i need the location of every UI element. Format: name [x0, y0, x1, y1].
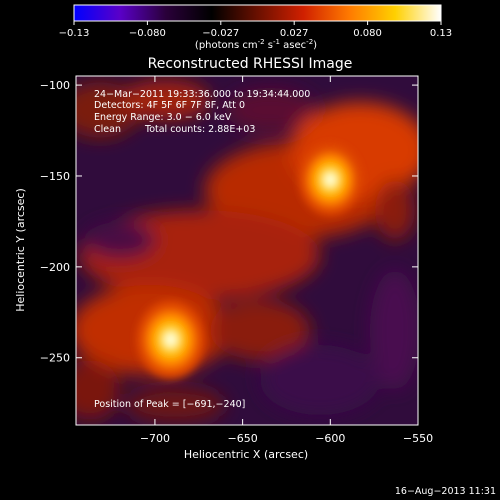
plot-frame — [75, 75, 419, 426]
annotation-energy: Energy Range: 3.0 − 6.0 keV — [94, 112, 232, 123]
heatmap-source-layer — [136, 143, 362, 379]
colorbar: −0.13 −0.080 −0.027 0.027 0.080 0.13 (photons… — [59, 4, 452, 51]
heatmap-diffuse-layer — [76, 80, 418, 423]
colorbar-ticks: −0.13 −0.080 −0.027 0.027 0.080 0.13 — [59, 21, 452, 39]
y-axis: −100 −150 −200 −250 — [40, 79, 418, 365]
annotation-method: Clean — [94, 124, 121, 135]
annotation-counts: Total counts: 2.88E+03 — [144, 124, 255, 135]
colorbar-tick-label: 0.13 — [430, 28, 452, 39]
annotation-peak-position: Position of Peak = [−691,−240] — [94, 399, 245, 410]
source-group — [136, 143, 362, 379]
colorbar-tick-label: 0.027 — [280, 28, 309, 39]
x-tick-label: −600 — [315, 432, 345, 445]
y-tick-label: −200 — [40, 261, 70, 274]
footer-date: 16−Aug−2013 11:31 — [395, 486, 496, 497]
y-tick-label: −150 — [40, 170, 70, 183]
x-tick-label: −650 — [228, 432, 258, 445]
y-tick-label: −100 — [40, 79, 70, 92]
source-emission — [164, 332, 177, 347]
colorbar-tick-label: 0.080 — [353, 28, 382, 39]
colorbar-tick-label: −0.080 — [129, 28, 166, 39]
y-axis-label: Heliocentric Y (arcsec) — [14, 188, 27, 312]
heatmap-image — [76, 76, 418, 425]
x-tick-label: −700 — [140, 432, 170, 445]
annotation-detectors: Detectors: 4F 5F 6F 7F 8F, Att 0 — [94, 100, 245, 111]
colorbar-tick-label: −0.027 — [202, 28, 239, 39]
x-tick-label: −550 — [403, 432, 433, 445]
y-tick-label: −250 — [40, 352, 70, 365]
source-emission — [324, 173, 336, 186]
x-axis-label: Heliocentric X (arcsec) — [184, 448, 308, 461]
colorbar-strip — [73, 4, 442, 22]
annotation-time: 24−Mar−2011 19:33:36.000 to 19:34:44.000 — [94, 89, 310, 100]
annotation-block: 24−Mar−2011 19:33:36.000 to 19:34:44.000… — [94, 89, 310, 410]
colorbar-tick-label: −0.13 — [59, 28, 90, 39]
chart-title: Reconstructed RHESSI Image — [148, 56, 353, 72]
x-axis: −700 −650 −600 −550 — [140, 76, 433, 445]
colorbar-unit-label: (photons cm-2 s-1 asec-2) — [195, 38, 317, 51]
